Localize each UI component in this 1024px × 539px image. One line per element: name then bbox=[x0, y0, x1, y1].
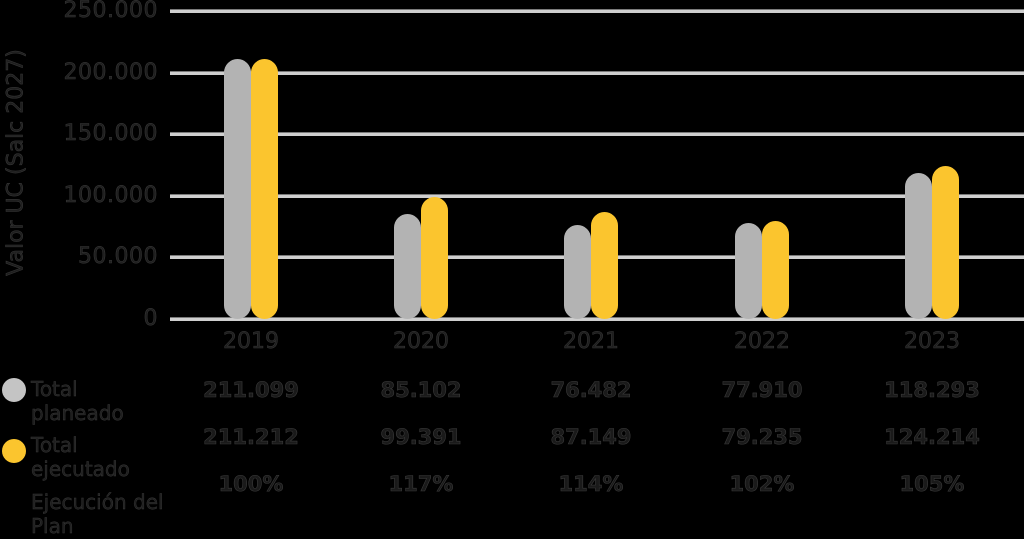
table-cell: 102% bbox=[729, 472, 795, 497]
table-cell: 79.235 bbox=[721, 425, 803, 450]
table-cell: 105% bbox=[899, 472, 965, 497]
table-cell: 76.482 bbox=[550, 378, 632, 403]
x-tick-label: 2021 bbox=[563, 329, 620, 355]
bar-planeado-2019 bbox=[224, 58, 251, 319]
bar-ejecutado-2020 bbox=[421, 196, 448, 319]
table-cell: 211.212 bbox=[203, 425, 299, 450]
gridline bbox=[170, 132, 1024, 137]
gridline bbox=[170, 70, 1024, 75]
legend-dot-planeado bbox=[2, 378, 26, 402]
legend-label-ejecucion: Ejecución del Plan bbox=[31, 490, 164, 538]
table-cell: 77.910 bbox=[721, 378, 803, 403]
table-cell: 117% bbox=[388, 472, 454, 497]
bar-ejecutado-2021 bbox=[591, 211, 618, 319]
bar-ejecutado-2019 bbox=[251, 58, 278, 319]
y-tick-label: 0 bbox=[143, 306, 158, 331]
legend-label-planeado: Total planeado bbox=[31, 377, 124, 425]
gridline bbox=[170, 317, 1024, 321]
y-tick-label: 200.000 bbox=[63, 59, 158, 85]
bar-planeado-2023 bbox=[905, 173, 932, 319]
y-tick-label: 100.000 bbox=[63, 182, 158, 208]
bar-planeado-2020 bbox=[394, 214, 421, 319]
gridline bbox=[170, 9, 1024, 13]
bar-planeado-2022 bbox=[735, 223, 762, 319]
x-tick-label: 2023 bbox=[904, 329, 961, 355]
table-cell: 100% bbox=[218, 472, 284, 497]
legend-label-ejecutado: Total ejecutado bbox=[31, 433, 130, 481]
bar-ejecutado-2023 bbox=[932, 165, 959, 319]
y-tick-label: 50.000 bbox=[78, 244, 158, 270]
table-cell: 114% bbox=[558, 472, 624, 497]
table-cell: 124.214 bbox=[884, 425, 980, 450]
legend-dot-ejecutado bbox=[2, 439, 26, 463]
table-cell: 99.391 bbox=[380, 425, 462, 450]
table-cell: 85.102 bbox=[380, 378, 462, 403]
x-tick-label: 2019 bbox=[223, 329, 280, 355]
table-cell: 118.293 bbox=[884, 378, 980, 403]
x-tick-label: 2022 bbox=[734, 329, 791, 355]
y-tick-label: 250.000 bbox=[63, 0, 158, 23]
gridline bbox=[170, 193, 1024, 198]
bar-planeado-2021 bbox=[564, 224, 591, 319]
table-cell: 211.099 bbox=[203, 378, 299, 403]
table-cell: 87.149 bbox=[550, 425, 632, 450]
y-tick-label: 150.000 bbox=[63, 121, 158, 147]
x-tick-label: 2020 bbox=[393, 329, 450, 355]
bar-ejecutado-2022 bbox=[762, 221, 789, 319]
